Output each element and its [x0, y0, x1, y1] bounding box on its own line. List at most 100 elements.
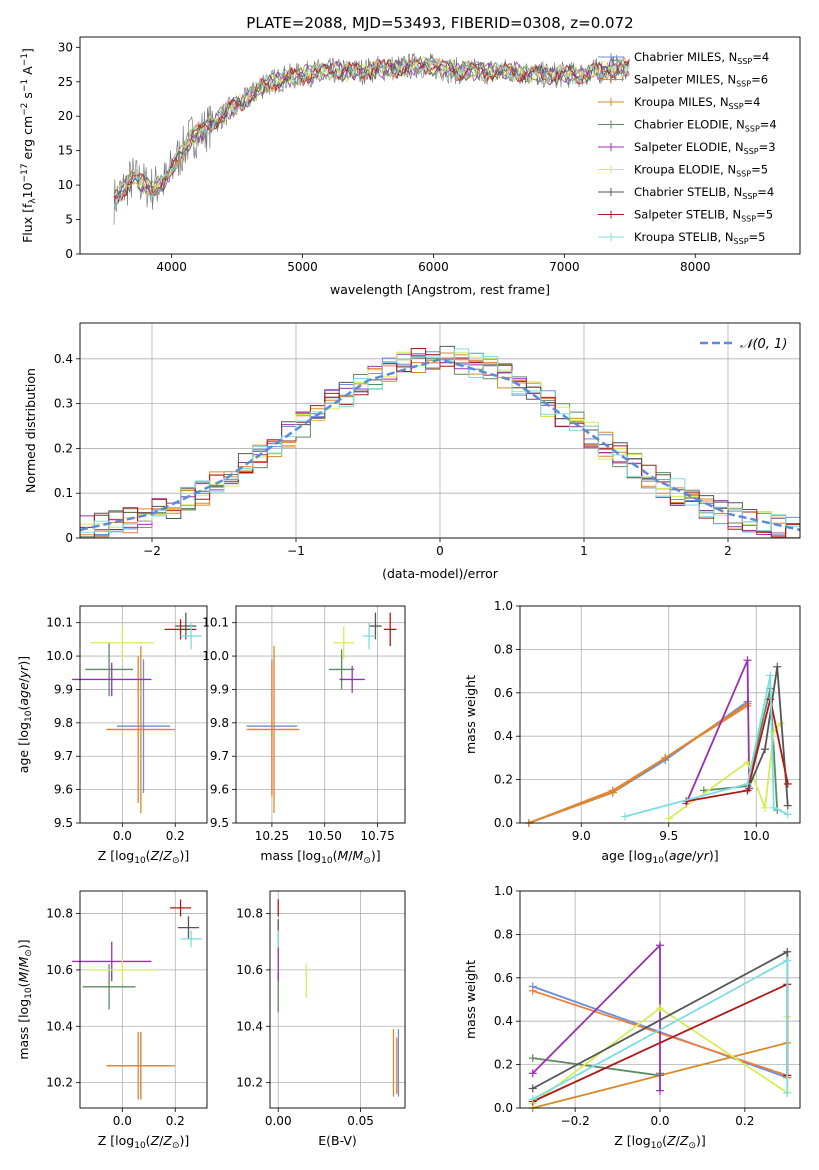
tick-label-y: 5: [65, 213, 73, 227]
axes-frame: [269, 890, 406, 1109]
charts-group: 4000 5000 6000 7000 8000051015202530waveleng…: [16, 36, 801, 1151]
tick-label-y: 0.4: [54, 352, 73, 366]
tick-label-x: 0.2: [735, 1114, 754, 1128]
tick-label-y: 0.8: [494, 642, 513, 656]
legend-label: Chabrier ELODIE, NSSP=4: [634, 118, 777, 134]
massweight-line: [703, 688, 779, 811]
legend-label: 𝒩(0, 1): [740, 337, 787, 352]
tick-label-y: 10.6: [236, 963, 263, 977]
tick-label-y: 10.0: [202, 649, 229, 663]
tick-label-y: 10.4: [236, 1019, 263, 1033]
tick-label-y: 0.0: [494, 1101, 513, 1115]
tick-label-x: 0.0: [113, 829, 132, 843]
tick-label-x: 10.25: [255, 829, 289, 843]
tick-label-y: 9.9: [210, 682, 229, 696]
tick-label-x: 0.2: [166, 1114, 185, 1128]
x-axis-label: mass [log10(M/M⊙)]: [260, 848, 380, 866]
axes-frame: [79, 605, 208, 824]
tick-label-y: 0.1: [54, 486, 73, 500]
tick-label-x: 7000: [549, 260, 580, 274]
chart-mass-vs-EBV: 0.00 0.05 10.2 10.4 10.6 10.8 E(B-V): [236, 890, 406, 1148]
chart-mass-vs-Z: 0.0 0.2 10.2 10.4 10.6 10.8 Z [log10(Z/Z⊙)] mas…: [16, 890, 208, 1151]
massweight-line: [668, 722, 782, 820]
legend-label: Salpeter MILES, NSSP=6: [634, 73, 768, 89]
chart-age-vs-Z: 0.0 0.2 9.5 9.6 9.7 9.8 9.9 10.0 10.1 Z [log10(Z/…: [16, 605, 208, 866]
tick-label-y: 0.4: [494, 1014, 513, 1028]
tick-label-x: 6000: [418, 260, 449, 274]
tick-label-y: 0: [65, 247, 73, 261]
chart-massweight-vs-age: 9.0 9.5 10.0 0.0 0.2 0.4 0.6 0.8 1.0 age [log10(a…: [463, 599, 801, 866]
legend-label: Kroupa ELODIE, NSSP=5: [634, 163, 768, 179]
tick-label-y: 9.7: [210, 749, 229, 763]
y-axis-label: Flux [fλ10−17 erg cm−2 s−1 A−1]: [20, 48, 38, 243]
figure-title: PLATE=2088, MJD=53493, FIBERID=0308, z=0…: [246, 14, 633, 32]
gaussian-curve: [79, 357, 801, 532]
tick-label-x: 0.0: [113, 1114, 132, 1128]
tick-label-y: 9.5: [54, 816, 73, 830]
y-axis-label: mass weight: [463, 675, 478, 754]
tick-label-y: 0.6: [494, 971, 513, 985]
tick-label-y: 0.8: [494, 927, 513, 941]
y-axis-label: mass weight: [463, 960, 478, 1039]
tick-label-y: 10.2: [46, 1076, 73, 1090]
spectrum-model-line: [113, 56, 630, 209]
tick-label-y: 10.8: [236, 907, 263, 921]
legend-label: Chabrier STELIB, NSSP=4: [634, 185, 774, 201]
tick-label-y: 30: [58, 40, 73, 54]
chart-massweight-vs-Z: −0.2 0.0 0.2 0.0 0.2 0.4 0.6 0.8 1.0 Z [log10(Z/Z…: [463, 884, 801, 1151]
legend-label: Kroupa STELIB, NSSP=5: [634, 230, 765, 246]
chart-age-vs-mass: 10.25 10.50 10.75 9.5 9.6 9.7 9.8 9.9 10.0 10.1 ma…: [202, 605, 406, 866]
tick-label-y: 1.0: [494, 599, 513, 613]
tick-label-x: −2: [143, 544, 161, 558]
tick-label-x: 0.0: [650, 1114, 669, 1128]
y-axis-label: age [log10(age/yr)]: [16, 656, 34, 773]
axes-frame: [519, 890, 801, 1109]
tick-label-y: 0.2: [494, 1058, 513, 1072]
tick-label-y: 1.0: [494, 884, 513, 898]
tick-label-x: 8000: [680, 260, 711, 274]
x-axis-label: Z [log10(Z/Z⊙)]: [614, 1133, 706, 1151]
tick-label-y: 20: [58, 109, 73, 123]
tick-label-x: 0: [436, 544, 444, 558]
massweight-line: [528, 700, 749, 824]
tick-label-y: 25: [58, 75, 73, 89]
tick-label-x: 0.05: [347, 1114, 374, 1128]
x-axis-label: Z [log10(Z/Z⊙)]: [98, 848, 190, 866]
tick-label-y: 0.6: [494, 686, 513, 700]
axes-frame: [79, 36, 801, 255]
tick-label-y: 10.2: [236, 1076, 263, 1090]
y-axis-label: mass [log10(M/M⊙)]: [16, 939, 34, 1059]
tick-label-x: 10.0: [743, 829, 770, 843]
tick-label-y: 0.4: [494, 729, 513, 743]
tick-label-y: 0.0: [494, 816, 513, 830]
chart-spectrum: 4000 5000 6000 7000 8000 0 5 10 15 20 25 30 waveleng…: [20, 36, 801, 297]
tick-label-x: 2: [724, 544, 732, 558]
tick-label-x: 0.2: [166, 829, 185, 843]
tick-label-y: 10.0: [46, 649, 73, 663]
x-axis-label: (data-model)/error: [382, 566, 499, 581]
tick-label-y: 15: [58, 144, 73, 158]
legend-label: Salpeter ELODIE, NSSP=3: [634, 140, 776, 156]
x-axis-label: Z [log10(Z/Z⊙)]: [98, 1133, 190, 1151]
tick-label-y: 10.8: [46, 907, 73, 921]
tick-label-x: 9.0: [572, 829, 591, 843]
massweight-line: [528, 702, 748, 824]
tick-label-x: 1: [580, 544, 588, 558]
massweight-line: [685, 659, 751, 804]
tick-label-y: 0.2: [494, 773, 513, 787]
massweight-line: [686, 699, 789, 803]
y-axis-label: Normed distribution: [23, 368, 38, 493]
tick-label-y: 10: [58, 178, 73, 192]
tick-label-y: 9.6: [210, 783, 229, 797]
tick-label-y: 9.6: [54, 783, 73, 797]
tick-label-x: 0.00: [265, 1114, 292, 1128]
x-axis-label: age [log10(age/yr)]: [601, 848, 718, 866]
spectrum-model-line: [113, 54, 630, 195]
tick-label-x: −0.2: [561, 1114, 590, 1128]
spectrum-model-line: [113, 57, 630, 203]
massweight-line: [532, 943, 661, 1091]
tick-label-x: −1: [287, 544, 305, 558]
tick-label-y: 9.8: [210, 716, 229, 730]
tick-label-y: 10.6: [46, 963, 73, 977]
